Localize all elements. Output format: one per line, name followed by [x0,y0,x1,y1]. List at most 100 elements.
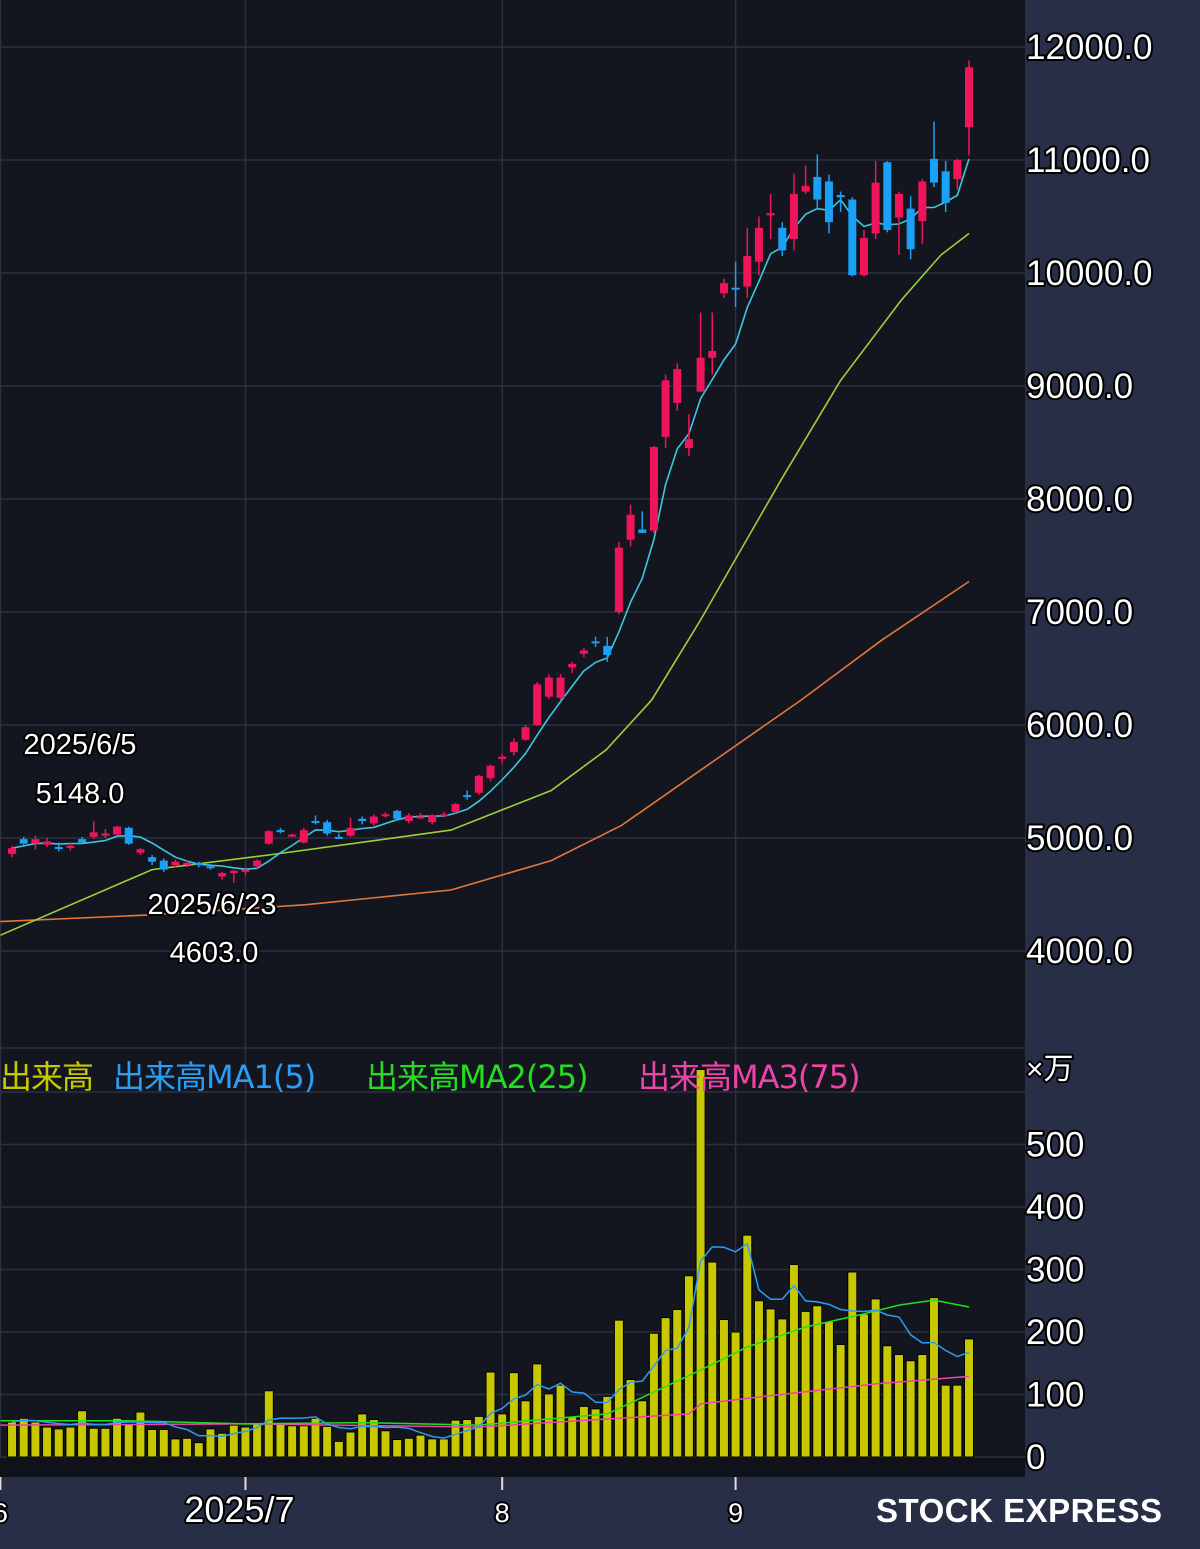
low-value-annotation: 4603.0 [170,937,259,969]
candle [113,825,122,836]
candle [369,814,378,826]
price-tick-label: 8000.0 [1026,480,1133,519]
candle [183,860,192,868]
candle-body [859,237,868,276]
volume-bar [403,1437,414,1458]
candle [276,827,285,834]
price-tick-label: 7000.0 [1026,593,1133,632]
candle-body [661,380,670,437]
volume-bar [637,1400,648,1458]
volume-bar [462,1419,473,1458]
candle [264,830,273,845]
price-tick-label: 11000.0 [1026,141,1150,180]
candle-body [649,447,658,531]
candle-body [778,227,787,251]
candle-body [19,839,28,844]
candle-body [754,227,763,262]
candle-body [299,830,308,843]
volume-tick-label: 100 [1026,1376,1084,1415]
candlesticks [8,60,973,883]
candle-body [848,199,857,276]
candle-body [101,833,110,836]
candle-body [614,547,623,612]
volume-bar [800,1310,811,1458]
candle [428,814,437,825]
volume-tick-label: 200 [1026,1313,1084,1352]
candle-body [229,870,238,874]
volume-bar [380,1430,391,1458]
price-tick-label: 10000.0 [1026,254,1153,293]
price-tick-label: 12000.0 [1026,28,1153,67]
volume-bar [928,1297,939,1458]
volume-bar [648,1332,659,1458]
volume-bar [357,1413,368,1458]
candle [31,835,40,850]
volume-bar [578,1405,589,1458]
candle-body [451,804,460,813]
candle-body [813,176,822,200]
volume-bar [298,1425,309,1458]
volume-tick-label: 400 [1026,1188,1084,1227]
volume-bar [275,1423,286,1458]
axis-labels: 12000.0 11000.0 10000.0 9000.0 8000.0 7000.0 6… [0,26,1155,1532]
volume-bar [42,1426,53,1458]
price-axis-panel [1025,0,1200,1549]
volume-bar [567,1415,578,1458]
candle [673,363,682,411]
legend-volume-ma3: 出来高MA3(75) [638,1058,861,1096]
candle [346,817,355,837]
volume-bar [532,1363,543,1458]
price-tick-label: 5000.0 [1026,819,1133,858]
candle-body [965,67,973,128]
candle-body [684,439,693,449]
volume-tick-label: 300 [1026,1251,1084,1290]
volume-bar [917,1354,928,1458]
candle [883,161,892,233]
volume-bar [158,1429,169,1458]
candle [451,802,460,814]
candle-body [766,213,775,216]
candle-body [8,848,17,854]
candle [603,636,612,662]
volume-bar [18,1417,29,1458]
candle [124,826,133,845]
candle-body [463,795,472,798]
candle [498,754,507,764]
candle-body [544,677,553,697]
legend-volume-ma1: 出来高MA1(5) [113,1058,316,1096]
candle [486,764,495,782]
candle-body [719,283,728,294]
candle [381,812,390,818]
high-date-annotation: 2025/6/5 [24,729,137,761]
candle-body [404,815,413,822]
candle [661,374,670,449]
candle-body [883,162,892,231]
volume-bar [753,1300,764,1458]
volume-bar [520,1400,531,1458]
candle-body [54,847,63,850]
candle [871,161,880,240]
candle [311,815,320,825]
candle [918,179,927,244]
candle [43,838,52,848]
candle [743,227,752,298]
candle-body [731,287,740,290]
volume-bar [310,1417,321,1458]
candle-body [673,369,682,403]
candle [206,863,215,870]
candle [463,790,472,800]
candle [8,845,17,858]
candle [89,821,98,840]
candle-body [801,185,810,192]
price-tick-label: 6000.0 [1026,706,1133,745]
volume-moving-averages [0,1242,970,1439]
price-tick-label: 4000.0 [1026,932,1133,971]
candle [19,836,28,846]
low-date-annotation: 2025/6/23 [147,889,276,921]
volume-bar [322,1425,333,1458]
candle-body [941,171,950,203]
candle [334,833,343,840]
candle-body [78,839,87,843]
